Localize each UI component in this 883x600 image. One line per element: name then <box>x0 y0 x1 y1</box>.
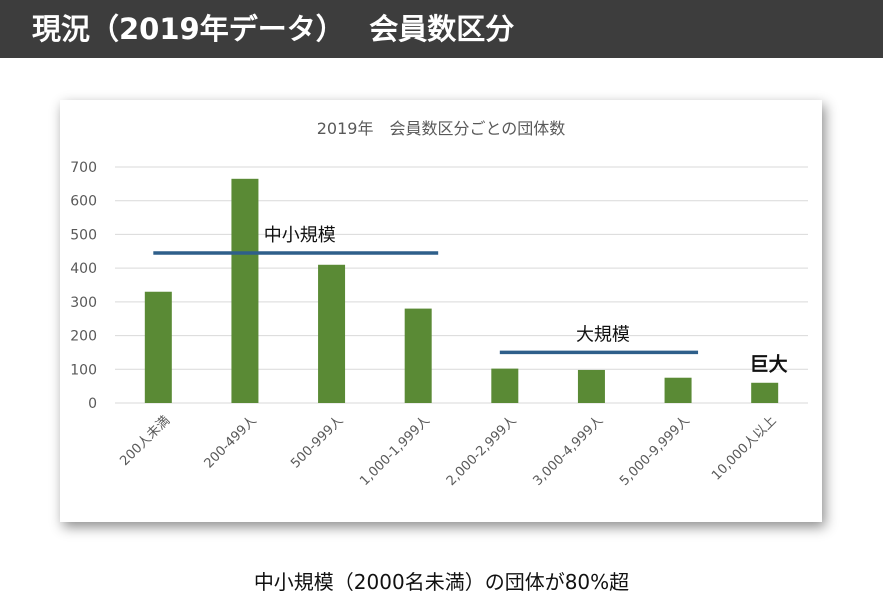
x-tick-label: 10,000人以上 <box>709 413 779 483</box>
y-tick-label: 400 <box>70 261 97 277</box>
bar <box>231 178 259 403</box>
bar <box>318 264 346 403</box>
slide-title: 現況（2019年データ） 会員数区分 <box>32 12 515 46</box>
bar <box>404 308 432 403</box>
bar-chart: 2019年 会員数区分ごとの団体数 0 100 200 300 400 500 600 700 2… <box>70 119 808 489</box>
y-tick-label: 700 <box>70 160 97 176</box>
chart-panel: 2019年 会員数区分ごとの団体数 0 100 200 300 400 500 600 700 2… <box>60 100 822 522</box>
chart-title: 2019年 会員数区分ごとの団体数 <box>317 119 566 138</box>
slide-caption: 中小規模（2000名未満）の団体が80%超 <box>253 570 630 594</box>
bar <box>491 368 519 403</box>
y-tick-label: 0 <box>88 396 97 412</box>
bar <box>751 382 779 403</box>
bar <box>144 291 172 403</box>
group-label: 巨大 <box>750 353 788 376</box>
x-tick-label: 5,000-9,999人 <box>617 413 693 489</box>
x-tick-label: 3,000-4,999人 <box>531 413 607 489</box>
group-label: 大規模 <box>576 324 630 345</box>
y-tick-label: 500 <box>70 227 97 243</box>
x-tick-label: 1,000-1,999人 <box>357 413 433 489</box>
x-tick-label: 500-999人 <box>288 413 346 471</box>
y-tick-label: 300 <box>70 295 97 311</box>
x-tick-label: 200人未満 <box>117 413 173 469</box>
title-bar <box>0 0 883 58</box>
bar <box>664 377 692 403</box>
x-tick-label: 2,000-2,999人 <box>444 413 520 489</box>
y-tick-label: 200 <box>70 329 97 345</box>
group-label: 中小規模 <box>264 225 336 246</box>
x-tick-label: 200-499人 <box>202 413 260 471</box>
y-tick-label: 600 <box>70 194 97 210</box>
bar <box>577 369 605 403</box>
y-tick-label: 100 <box>70 362 97 378</box>
